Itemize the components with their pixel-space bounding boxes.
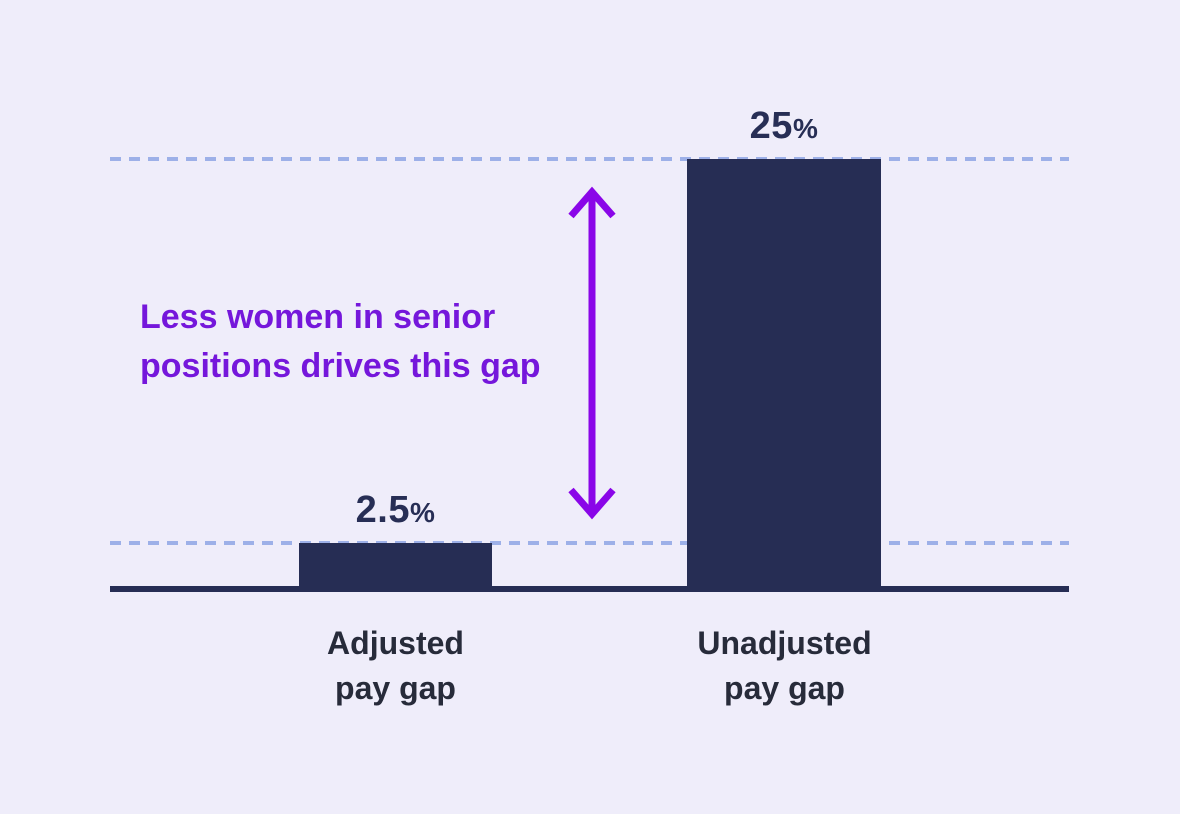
percent-sign: %: [792, 113, 819, 144]
bar-adjusted-pay-gap: [299, 543, 492, 586]
bar-unadjusted-pay-gap: [687, 159, 881, 586]
value-label-unadjusted: 25%: [687, 104, 881, 151]
category-label-unadjusted: Unadjusted pay gap: [697, 625, 872, 706]
gap-double-arrow-icon: [568, 186, 616, 520]
annotation-text: Less women in senior positions drives th…: [140, 293, 541, 391]
annotation-line-1: Less women in senior: [140, 298, 496, 336]
percent-sign: %: [409, 497, 436, 528]
annotation-line-2: positions drives this gap: [140, 347, 541, 385]
value-number: 25: [749, 105, 793, 147]
value-label-adjusted: 2.5%: [299, 488, 492, 535]
value-number: 2.5: [355, 489, 410, 531]
category-label-adjusted: Adjusted pay gap: [327, 625, 464, 706]
